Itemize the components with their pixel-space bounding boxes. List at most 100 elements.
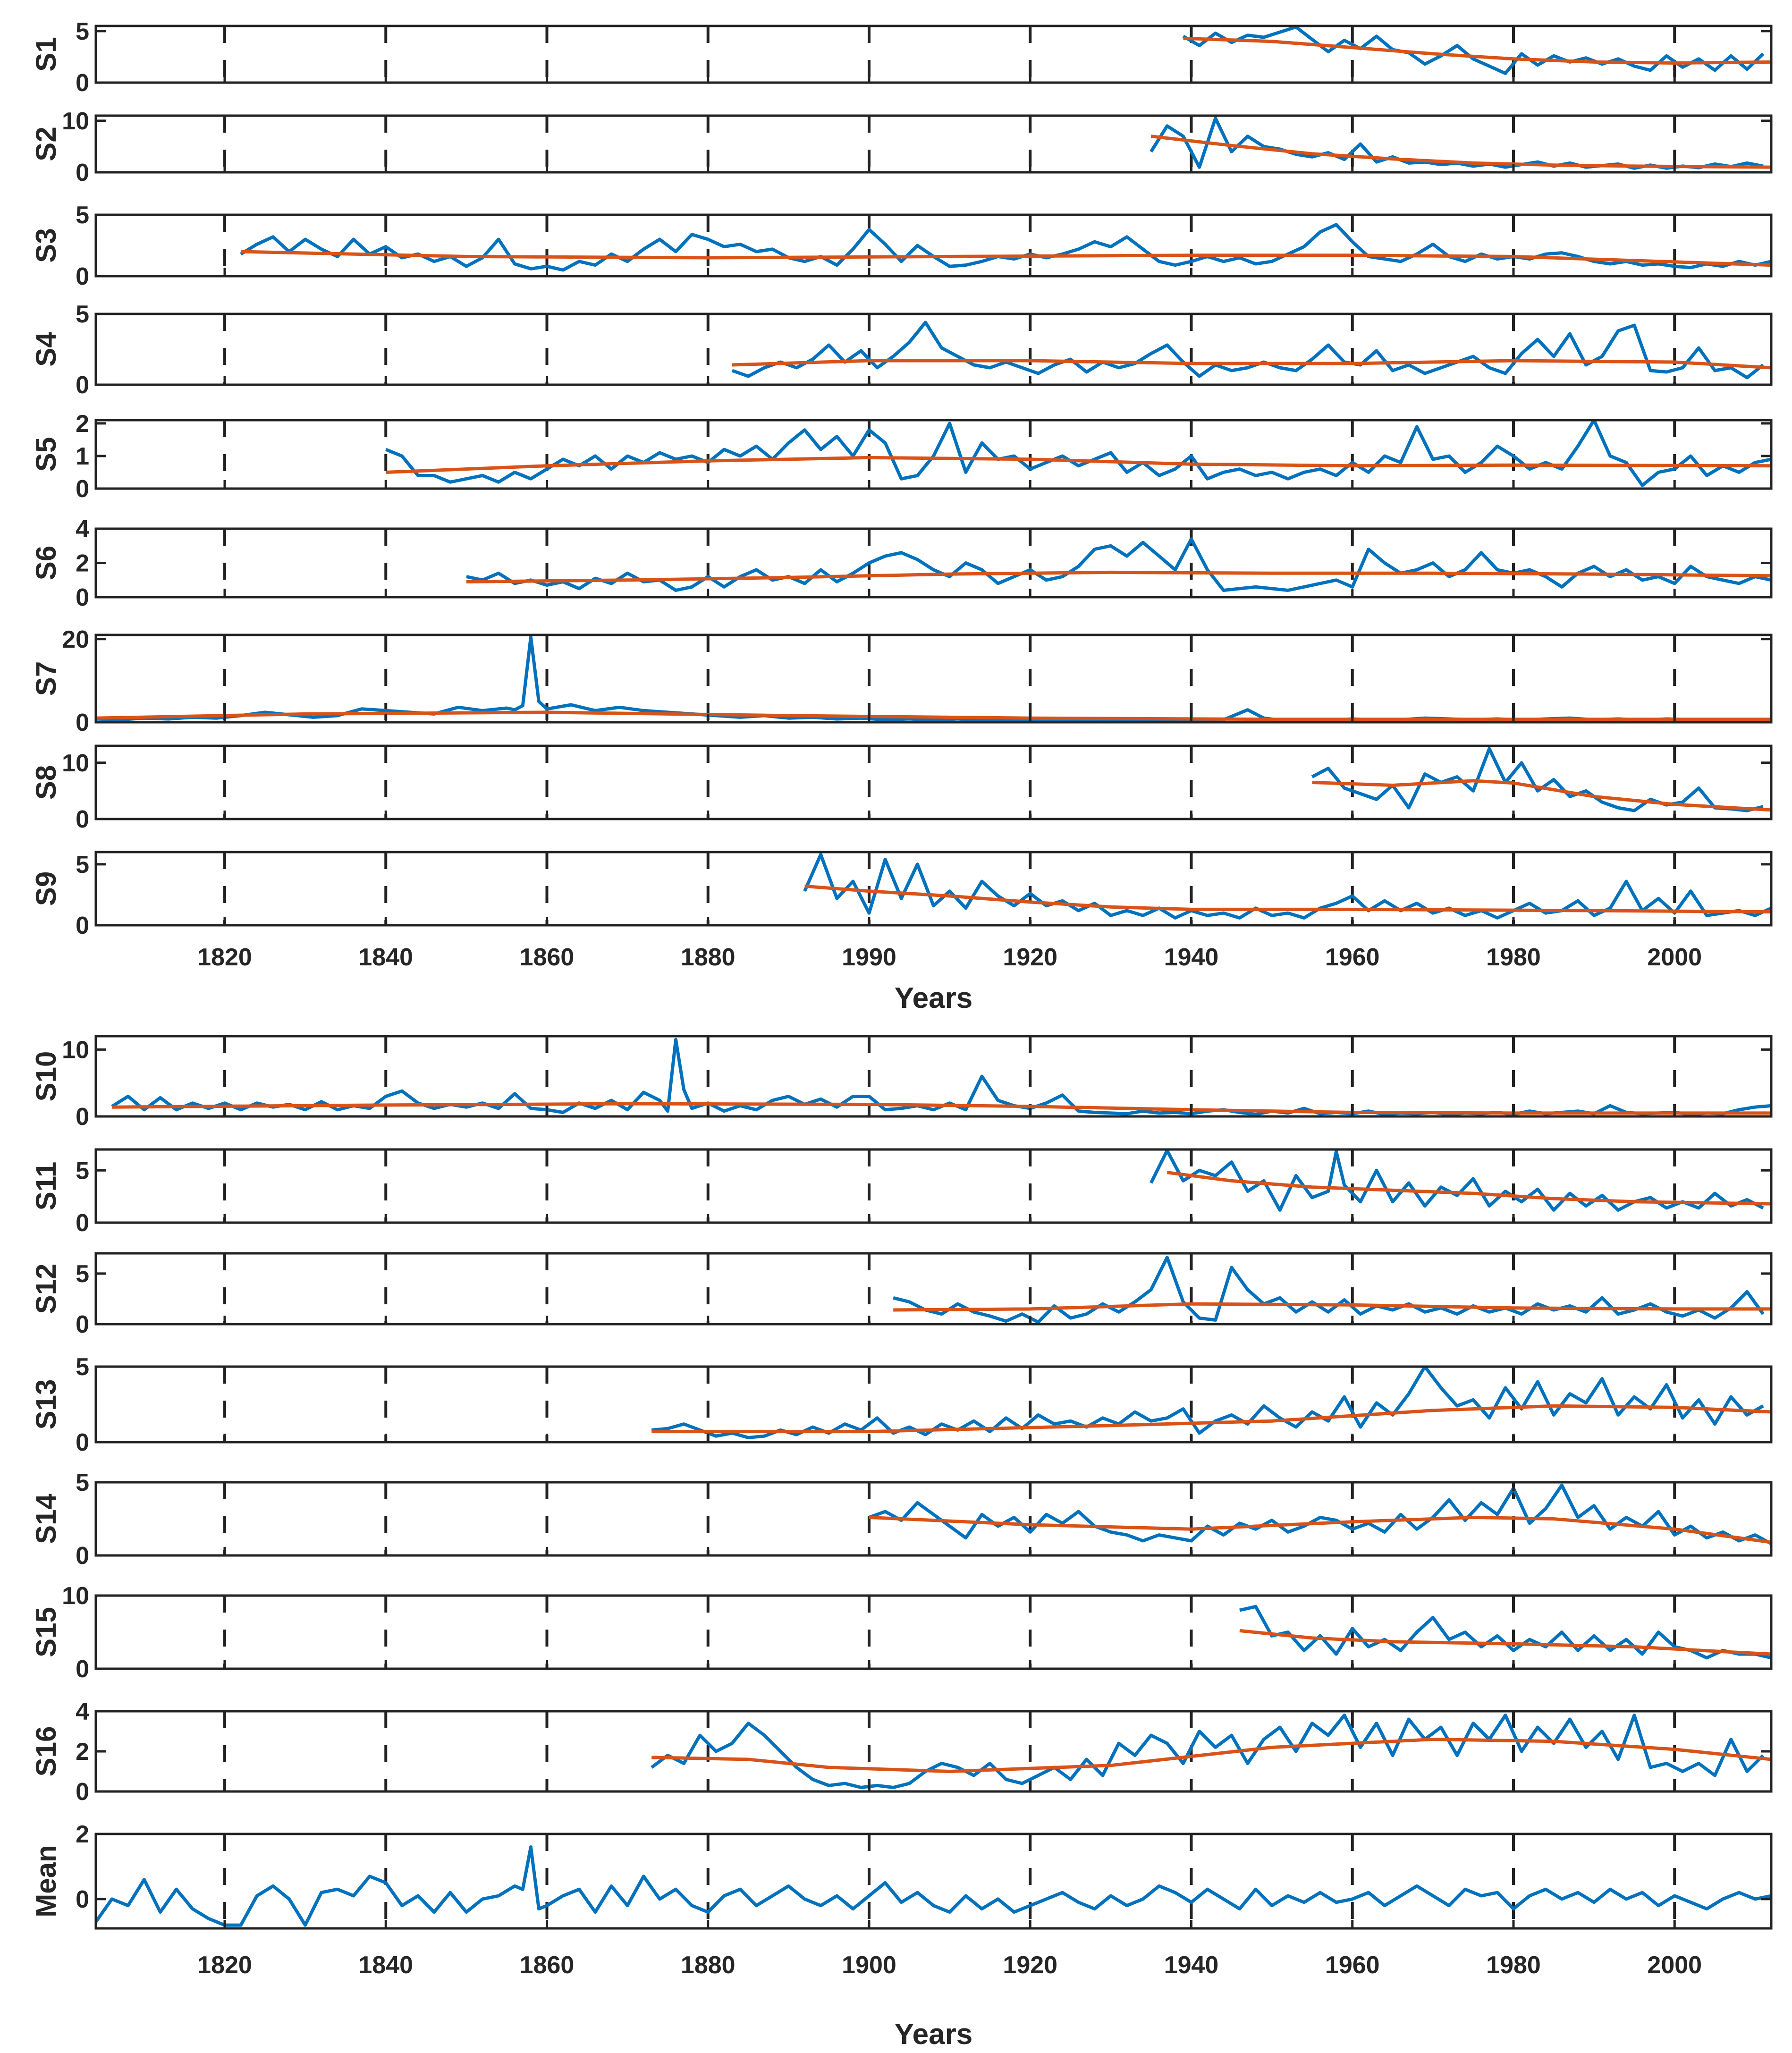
y-tick-label: 0 [76,1886,89,1913]
x-tick-label-1920: 1920 [1003,944,1057,971]
y-tick-label: 0 [76,1778,89,1806]
panel-data [731,321,1771,380]
trend-line-s10 [112,1102,1771,1115]
y-tick-label: 0 [76,806,89,833]
x-tick-label-1980: 1980 [1486,1952,1541,1979]
trend-line-s1 [1183,36,1771,65]
y-axis-label-s15: S15 [30,1607,62,1657]
y-axis-label-s4: S4 [30,332,62,367]
series-line-s9 [803,853,1771,920]
trend-line-s5 [386,456,1771,474]
trend-line-s3 [241,250,1771,267]
panel-data [1150,117,1771,170]
y-tick-label: 0 [76,69,89,97]
y-tick-label: 0 [76,159,89,186]
y-axis-label-s1: S1 [30,37,62,71]
y-tick-label: 0 [76,912,89,939]
series-line-s12 [893,1256,1765,1324]
y-tick-label: 5 [76,1469,89,1496]
panel-s3: 0 5 S3 [30,202,1773,290]
y-tick-label: 0 [76,1209,89,1237]
panel-frame [94,744,1773,820]
panel-s1: 0 5 S1 [30,18,1773,97]
panel-data [803,853,1771,920]
trend-line-s9 [804,884,1771,914]
x-tick-label-1980: 1980 [1486,944,1541,971]
y-axis-label-s3: S3 [30,228,62,262]
panel-data [868,1483,1771,1546]
panel-data [1182,26,1771,75]
panel-frame [94,1035,1773,1118]
panel-data [96,635,1771,722]
x-tick-label-2000: 2000 [1647,1952,1702,1979]
y-tick-label: 4 [76,1698,89,1725]
x-tick-label-1900: 1990 [842,944,896,971]
x-axis-group-1: 1820 1840 1860 1880 1990 1920 1940 1960 1980 2000… [197,944,1702,1014]
y-axis-label-mean: Mean [30,1845,62,1917]
series-line-s16 [651,1714,1765,1789]
y-tick-label: 0 [76,263,89,290]
x-tick-label-1840: 1840 [358,1952,413,1979]
panel-s14: 0 5 S14 [30,1469,1773,1570]
x-tick-label-1880: 1880 [681,944,735,971]
y-tick-label: 10 [62,1582,89,1610]
trend-line-s6 [466,570,1771,583]
panel-frame [94,1833,1773,1930]
panel-frame [94,313,1773,386]
panel-frame [94,851,1773,927]
x-tick-label-1880: 1880 [681,1952,735,1979]
panel-frame [94,1481,1773,1557]
panel-frame [94,634,1773,724]
panel-s11: 0 5 S11 [30,1148,1773,1237]
y-tick-label: 2 [76,1738,89,1766]
trend-line-s7 [96,710,1771,721]
y-axis-label-s10: S10 [30,1051,62,1102]
panel-data [651,1367,1771,1439]
y-tick-label: 10 [62,108,89,135]
y-tick-label: 10 [62,750,89,777]
series-line-s8 [1311,747,1764,812]
x-axis-title: Years [895,2018,973,2051]
panel-s5: 0 1 2 S5 [30,410,1773,503]
panel-frame [94,419,1773,490]
y-tick-label: 2 [76,550,89,577]
panel-frame [94,25,1773,84]
y-axis-label-s5: S5 [30,437,62,472]
panel-data [111,1038,1771,1116]
y-axis-label-s16: S16 [30,1726,62,1777]
y-axis-label-s11: S11 [30,1162,62,1210]
x-tick-label-1820: 1820 [197,944,252,971]
y-axis-label-s13: S13 [30,1379,62,1430]
panel-mean: 0 2 Mean [30,1821,1773,1930]
x-tick-label-1940: 1940 [1164,1952,1219,1979]
y-tick-label: 5 [76,1353,89,1381]
panels-layer: 05S1010S205S305S4012S5024S6020S7010S805S… [30,18,1773,1930]
series-line-s4 [731,321,1765,380]
panel-frame [94,1594,1773,1670]
panel-frame [94,1365,1773,1444]
panel-data [240,223,1771,272]
series-line-s13 [651,1367,1764,1439]
x-tick-label-2000: 2000 [1647,944,1702,971]
trend-line-s12 [893,1302,1771,1312]
y-axis-label-s2: S2 [30,127,62,161]
trend-line-s15 [1239,1629,1771,1656]
y-tick-label: 5 [76,1157,89,1184]
trend-line-s16 [651,1738,1771,1773]
y-tick-label: 5 [76,301,89,328]
panel-frame [94,527,1773,599]
x-tick-label-1860: 1860 [520,1952,575,1979]
y-axis-label-s14: S14 [30,1493,62,1544]
panel-data [1311,747,1771,812]
panel-data [1150,1149,1771,1212]
panel-s6: 0 2 4 S6 [30,515,1773,611]
y-tick-label: 0 [76,372,89,399]
panel-frame [94,213,1773,278]
y-axis-label-s7: S7 [30,661,62,696]
y-tick-label: 0 [76,584,89,611]
panel-data [1239,1605,1771,1660]
